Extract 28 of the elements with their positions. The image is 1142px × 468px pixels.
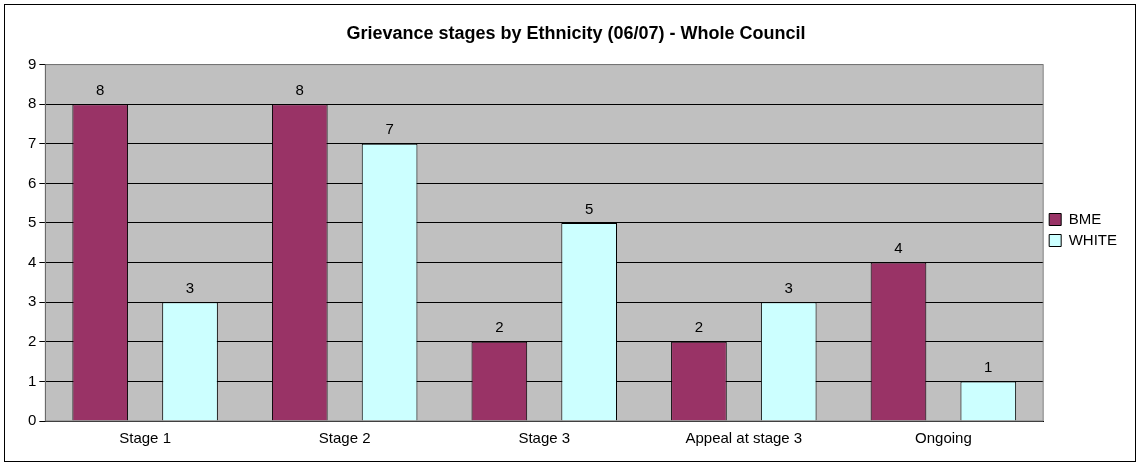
y-tick-label: 1 — [28, 371, 37, 389]
y-tick-label: 4 — [28, 252, 37, 270]
data-label: 2 — [495, 318, 504, 336]
legend-label: BME — [1068, 209, 1102, 227]
data-label: 3 — [784, 278, 793, 296]
data-label: 3 — [185, 278, 195, 296]
data-label: 8 — [295, 80, 304, 98]
data-label: 1 — [984, 358, 993, 376]
x-tick-label: Stage 2 — [318, 429, 371, 447]
x-tick-label: Stage 1 — [119, 429, 171, 447]
chart-title: Grievance stages by Ethnicity (06/07) - Whole Council — [346, 22, 806, 43]
data-label: 2 — [694, 318, 704, 336]
data-label: 8 — [96, 80, 105, 98]
y-tick-label: 7 — [28, 133, 37, 151]
y-tick-label: 5 — [28, 213, 37, 231]
y-tick-label: 6 — [28, 173, 37, 191]
legend-label: WHITE — [1068, 230, 1117, 248]
y-tick-label: 0 — [28, 411, 37, 429]
data-label: 5 — [584, 199, 594, 217]
x-tick-label: Stage 3 — [518, 429, 571, 447]
y-tick-label: 9 — [28, 54, 37, 72]
y-tick-label: 3 — [28, 292, 37, 310]
y-tick-label: 2 — [28, 331, 37, 349]
data-label: 7 — [385, 120, 394, 138]
y-tick-label: 8 — [28, 94, 37, 112]
data-label: 4 — [894, 239, 903, 257]
x-tick-label: Ongoing — [915, 429, 972, 447]
x-tick-label: Appeal at stage 3 — [685, 429, 803, 447]
